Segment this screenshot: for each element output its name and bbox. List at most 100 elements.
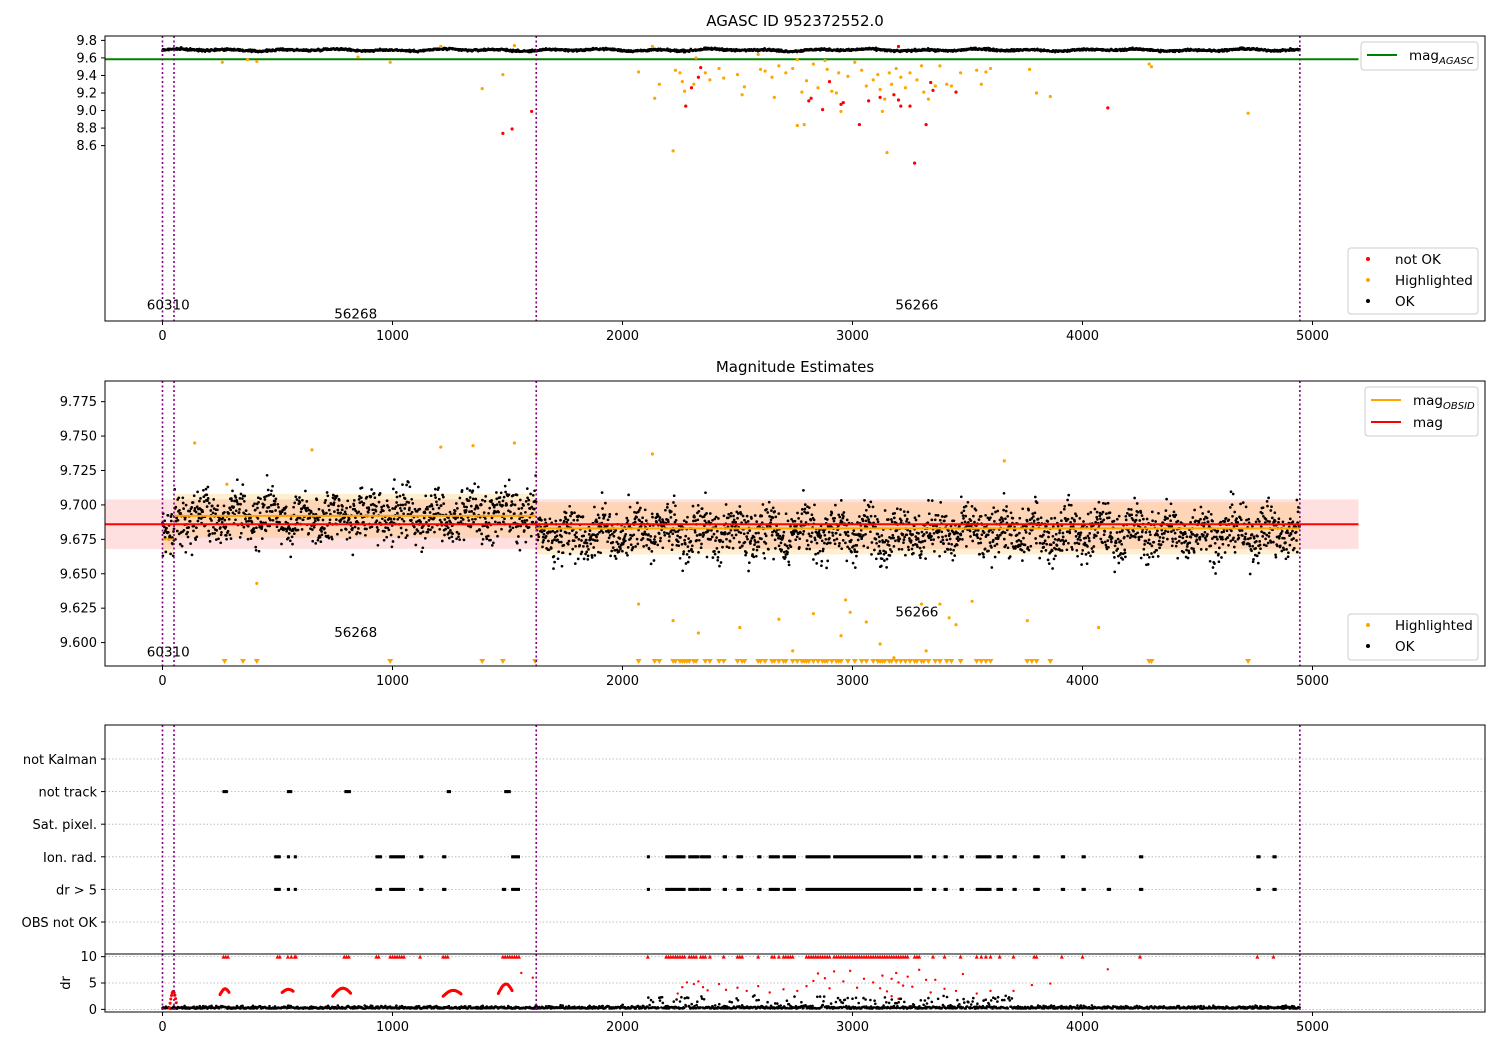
ok-point <box>929 538 933 542</box>
ok-point <box>330 537 334 541</box>
ok-point <box>672 501 675 504</box>
agasc-legend-subscript: AGASC <box>1438 56 1474 67</box>
ok-point <box>764 542 768 545</box>
highlighted-point <box>708 78 712 82</box>
ok-point <box>166 514 170 517</box>
highlighted-point <box>860 68 864 72</box>
ok-point <box>685 520 688 524</box>
ok-point <box>313 519 317 523</box>
ok-point <box>243 494 247 498</box>
ok-point <box>667 520 670 524</box>
not-ok-point <box>696 75 701 79</box>
ok-point <box>589 542 593 546</box>
ok-point <box>234 509 238 513</box>
ok-point <box>433 487 437 491</box>
ok-point <box>975 533 979 536</box>
ok-point <box>239 492 243 496</box>
ok-point <box>204 487 208 491</box>
ok-point <box>835 537 839 541</box>
ok-point <box>562 519 566 523</box>
ok-point <box>495 503 499 506</box>
ok-point <box>1086 534 1090 538</box>
ok-point <box>429 494 433 498</box>
ok-point <box>390 545 394 549</box>
ok-point <box>179 512 182 515</box>
ok-point <box>433 493 437 497</box>
ok-point <box>840 547 844 551</box>
ok-point <box>750 517 753 520</box>
ok-point <box>670 548 674 552</box>
ok-point <box>260 525 264 528</box>
ok-point <box>474 517 477 521</box>
ok-point <box>570 512 574 516</box>
ok-point <box>398 506 402 510</box>
ok-point <box>376 528 380 532</box>
ok-point <box>412 525 416 529</box>
ok-point <box>970 505 974 508</box>
ok-point <box>228 533 232 537</box>
ok-point <box>242 499 246 503</box>
ok-point <box>1049 543 1053 547</box>
ok-point <box>879 551 883 555</box>
ok-point <box>437 486 440 490</box>
ok-point <box>944 514 948 518</box>
ok-point <box>631 546 635 549</box>
not-ok-point <box>510 127 514 131</box>
ok-point <box>976 529 980 532</box>
ok-point <box>831 534 835 537</box>
ok-point <box>572 518 576 522</box>
ok-point <box>864 508 868 512</box>
ok-point <box>1097 500 1101 504</box>
ok-point <box>771 506 775 510</box>
highlighted-point <box>1034 91 1039 95</box>
not-ok-point <box>807 99 811 103</box>
ok-point <box>241 483 245 486</box>
ok-point <box>540 518 543 522</box>
highlighted-point <box>864 84 868 88</box>
ok-point <box>522 529 526 532</box>
ok-point <box>938 518 942 522</box>
ok-point <box>616 542 620 546</box>
ok-point <box>603 513 607 517</box>
ok-point <box>483 499 487 503</box>
ok-point <box>277 529 281 532</box>
ok-point <box>566 542 570 546</box>
ok-point <box>299 510 303 514</box>
ok-point <box>833 542 837 546</box>
ok-point <box>948 532 952 536</box>
ok-point <box>877 535 881 539</box>
ok-point <box>524 500 528 503</box>
ok-point <box>917 532 920 535</box>
ok-point <box>341 505 344 508</box>
ok-point <box>629 543 633 547</box>
ok-point <box>1026 545 1030 549</box>
agasc-xtick-label: 4000 <box>1066 329 1099 344</box>
ok-point <box>870 541 874 544</box>
ok-point <box>411 502 415 505</box>
ok-point <box>842 511 846 514</box>
ok-point <box>799 520 803 523</box>
ok-point <box>961 530 965 533</box>
agasc-xtick-label: 2000 <box>606 329 639 344</box>
ok-point <box>852 529 856 532</box>
ok-point <box>909 539 913 542</box>
ok-point <box>825 518 829 521</box>
agasc-legend-top: magAGASC <box>1360 41 1479 71</box>
ok-point <box>606 518 610 522</box>
ok-point <box>277 505 280 509</box>
ok-point <box>979 514 983 518</box>
ok-point <box>645 544 648 547</box>
ok-point <box>202 488 205 492</box>
ok-point <box>805 539 809 542</box>
ok-point <box>353 525 357 529</box>
ok-point <box>663 533 667 537</box>
ok-point <box>1070 516 1074 520</box>
ok-point <box>1060 549 1064 552</box>
ok-point <box>436 511 440 515</box>
ok-point <box>974 508 978 512</box>
ok-point <box>314 542 318 545</box>
ok-point <box>713 549 716 553</box>
ok-point <box>410 518 413 522</box>
ok-point <box>467 499 471 502</box>
